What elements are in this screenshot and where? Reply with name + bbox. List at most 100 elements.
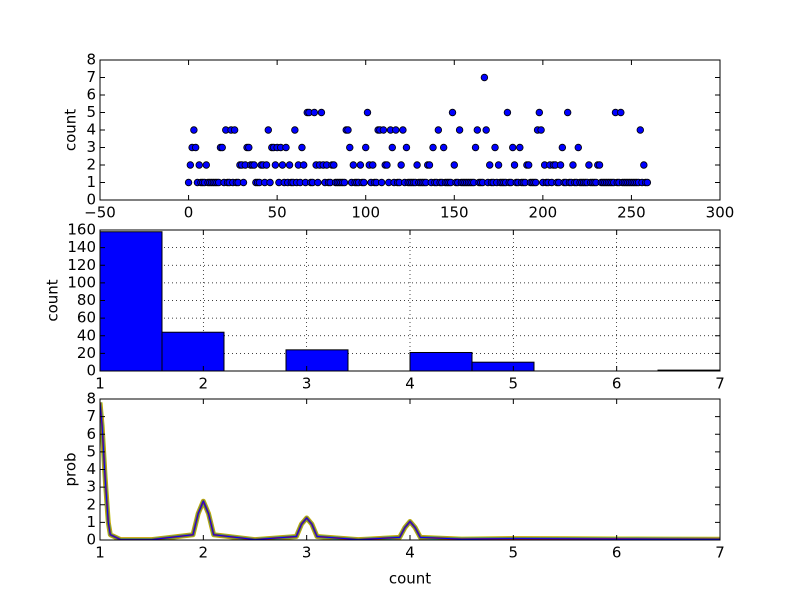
point — [617, 108, 625, 117]
point — [266, 178, 274, 187]
y-tick-label: 0 — [86, 191, 96, 209]
x-tick-label: 4 — [405, 544, 415, 562]
point — [491, 143, 499, 152]
y-tick-label: 1 — [86, 513, 96, 531]
point — [574, 143, 582, 152]
point — [340, 178, 349, 187]
point — [349, 161, 358, 169]
x-tick-label: 2 — [199, 375, 209, 393]
point — [399, 126, 407, 134]
point — [278, 161, 287, 169]
point — [510, 161, 519, 169]
point — [202, 161, 210, 169]
y-tick-label: 5 — [86, 442, 96, 460]
point — [379, 126, 388, 134]
y-tick-label: 1 — [86, 173, 96, 191]
point — [360, 178, 368, 187]
x-tick-label: 3 — [302, 544, 312, 562]
point — [482, 126, 490, 134]
y-tick-label: 7 — [86, 68, 96, 86]
x-tick-label: 2 — [199, 544, 209, 562]
y-axis-label: count — [62, 109, 80, 151]
point — [285, 161, 294, 169]
y-tick-label: 8 — [86, 390, 96, 408]
point — [195, 161, 203, 169]
y-tick-label: 100 — [67, 273, 96, 291]
point — [383, 161, 391, 169]
point — [558, 143, 567, 152]
point — [298, 143, 306, 152]
point — [509, 143, 517, 152]
bar — [285, 349, 349, 372]
y-tick-label: 7 — [86, 407, 96, 425]
x-tick-label: 5 — [509, 544, 519, 562]
x-axis-label: count — [389, 570, 431, 588]
point — [413, 161, 421, 169]
point — [439, 143, 448, 152]
point — [471, 143, 480, 152]
point — [532, 178, 540, 187]
point — [262, 161, 271, 169]
y-tick-label: 0 — [86, 531, 96, 549]
point — [448, 108, 457, 117]
x-tick-label: 0 — [184, 204, 194, 222]
point — [643, 178, 652, 187]
point — [250, 161, 258, 169]
y-tick-label: 3 — [86, 478, 96, 496]
y-tick-label: 80 — [77, 291, 96, 309]
point — [563, 108, 572, 117]
point — [282, 143, 290, 152]
y-tick-label: 40 — [77, 326, 96, 344]
point — [191, 143, 200, 152]
point — [537, 126, 545, 134]
point — [429, 143, 437, 152]
plot-area — [100, 402, 720, 540]
x-tick-label: 1 — [95, 375, 105, 393]
point — [314, 178, 322, 187]
point — [344, 126, 352, 134]
point — [218, 143, 226, 152]
point — [535, 108, 544, 117]
y-tick-label: 8 — [86, 51, 96, 69]
point — [310, 108, 319, 117]
x-tick-label: 7 — [715, 375, 725, 393]
point — [494, 161, 503, 169]
point — [569, 161, 577, 169]
point — [377, 178, 386, 187]
point — [239, 178, 248, 187]
y-tick-label: 0 — [86, 362, 96, 380]
x-tick-label: 250 — [617, 204, 646, 222]
point — [585, 161, 593, 169]
y-tick-label: 20 — [77, 344, 96, 362]
y-tick-label: 140 — [67, 238, 96, 256]
point — [264, 126, 272, 134]
point — [346, 143, 354, 152]
plot-area — [184, 73, 652, 187]
point — [640, 161, 648, 169]
line — [100, 402, 720, 540]
point — [190, 126, 198, 134]
point — [271, 161, 280, 169]
point — [473, 126, 482, 134]
point — [184, 178, 193, 187]
point — [362, 143, 370, 152]
x-tick-label: 5 — [509, 375, 519, 393]
point — [392, 126, 400, 134]
point — [480, 73, 489, 82]
x-tick-label: 50 — [268, 204, 287, 222]
y-tick-label: 160 — [67, 221, 96, 239]
x-tick-label: −50 — [84, 204, 116, 222]
point — [317, 108, 326, 117]
y-tick-label: 60 — [77, 309, 96, 327]
point — [516, 143, 524, 152]
point — [363, 108, 372, 117]
bar — [409, 351, 473, 372]
point — [486, 161, 494, 169]
x-tick-label: 200 — [529, 204, 558, 222]
point — [524, 161, 533, 169]
y-tick-label: 2 — [86, 495, 96, 513]
point — [397, 161, 405, 169]
y-tick-label: 2 — [86, 156, 96, 174]
